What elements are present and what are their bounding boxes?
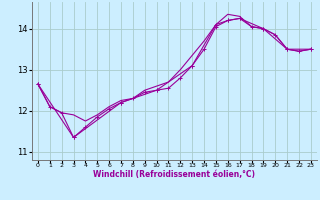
- X-axis label: Windchill (Refroidissement éolien,°C): Windchill (Refroidissement éolien,°C): [93, 170, 255, 179]
